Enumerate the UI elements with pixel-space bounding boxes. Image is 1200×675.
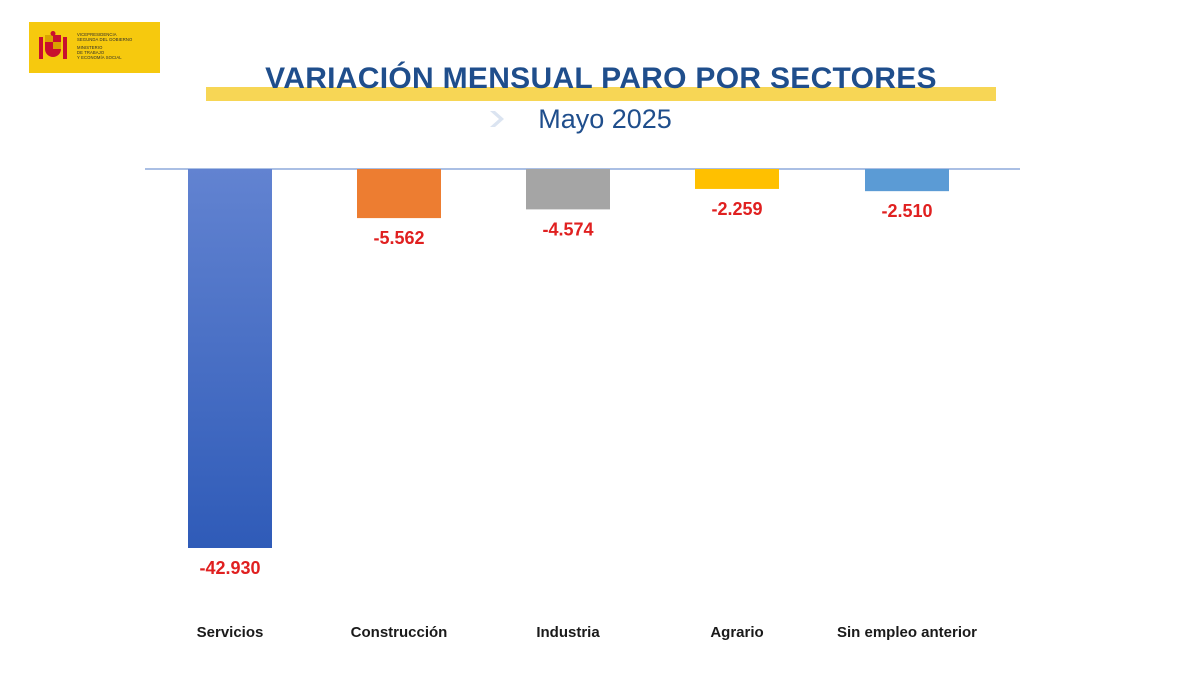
logo-line-1: VICEPRESIDENCIA	[77, 32, 117, 37]
logo-line-3: MINISTERIO	[77, 45, 103, 50]
chart-title: VARIACIÓN MENSUAL PARO POR SECTORES	[265, 62, 937, 95]
value-label-servicios: -42.930	[199, 558, 260, 578]
logo-line-5: Y ECONOMÍA SOCIAL	[77, 55, 122, 60]
chart-subtitle: Mayo 2025	[538, 104, 672, 134]
category-label-sin-empleo-anterior: Sin empleo anterior	[837, 624, 977, 641]
value-label-construccion: -5.562	[373, 228, 424, 248]
logo-line-4: DE TRABAJO	[77, 50, 105, 55]
bar-agrario	[695, 169, 779, 189]
category-label-servicios: Servicios	[197, 624, 264, 641]
coat-of-arms-icon	[39, 31, 67, 59]
category-label-industria: Industria	[536, 624, 600, 641]
value-label-industria: -4.574	[542, 219, 593, 239]
category-label-agrario: Agrario	[710, 624, 763, 641]
category-label-construccion: Construcción	[351, 624, 448, 641]
value-label-agrario: -2.259	[711, 199, 762, 219]
government-logo: VICEPRESIDENCIA SEGUNDA DEL GOBIERNO MIN…	[29, 22, 160, 73]
bar-construccion	[357, 169, 441, 219]
bar-servicios	[188, 169, 272, 548]
logo-line-2: SEGUNDA DEL GOBIERNO	[77, 37, 133, 42]
value-label-sin-empleo-anterior: -2.510	[881, 201, 932, 221]
chevron-right-icon	[490, 111, 504, 127]
bar-industria	[526, 169, 610, 210]
title-highlight-band	[206, 87, 996, 101]
bar-sin-empleo-anterior	[865, 169, 949, 192]
